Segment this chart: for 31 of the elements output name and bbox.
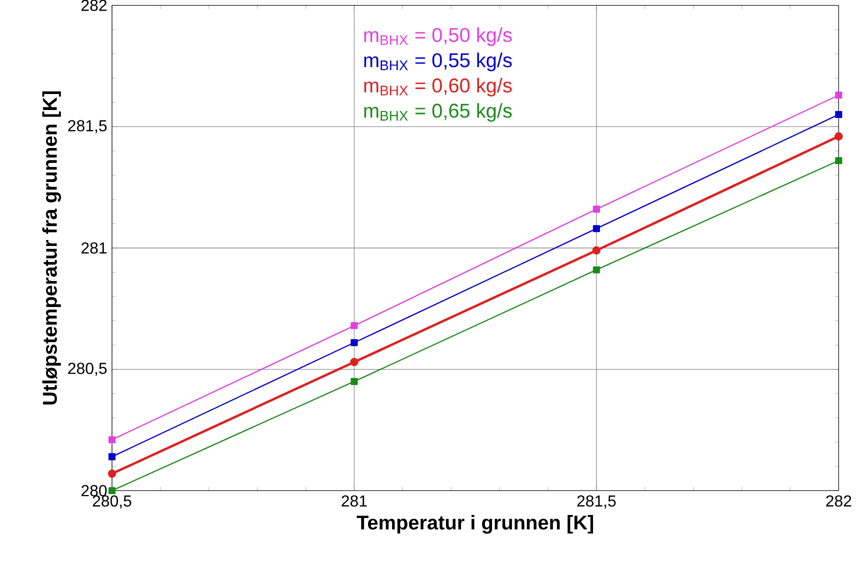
y-axis-title: Utløpstemperatur fra grunnen [K] (42, 91, 61, 405)
point (108, 453, 116, 460)
x-tick-label: 280,5 (92, 495, 132, 509)
text: m$_{BHX}$ = 0,55 kg/s (364, 52, 512, 72)
point (592, 266, 600, 274)
point (592, 206, 600, 213)
point (835, 92, 842, 99)
point (592, 225, 600, 232)
y-tick-label: 281 (82, 242, 107, 254)
x-axis-title: Temperatur i grunnen [K] (356, 514, 594, 534)
x-tick-label: 281,5 (577, 495, 616, 509)
point (835, 157, 842, 164)
text: m$_{BHX}$ = 0,50 kg/s (364, 27, 512, 46)
x-tick-label: 281 (342, 495, 367, 507)
point (835, 111, 842, 118)
point (350, 322, 358, 330)
point (108, 436, 116, 444)
point (350, 339, 358, 346)
point (108, 487, 116, 494)
text: m$_{BHX}$ = 0,60 kg/s (364, 78, 512, 96)
point (834, 132, 843, 140)
y-tick-label: 281,5 (68, 120, 107, 134)
x-tick-label: 282 (826, 495, 852, 507)
point (592, 246, 601, 255)
point (108, 470, 116, 478)
y-tick-label: 280 (82, 485, 107, 496)
y-tick-label: 282 (82, 0, 106, 11)
point (350, 358, 358, 366)
y-tick-label: 280,5 (68, 362, 107, 376)
point (350, 378, 358, 385)
text: m$_{BHX}$ = 0,65 kg/s (364, 103, 512, 122)
